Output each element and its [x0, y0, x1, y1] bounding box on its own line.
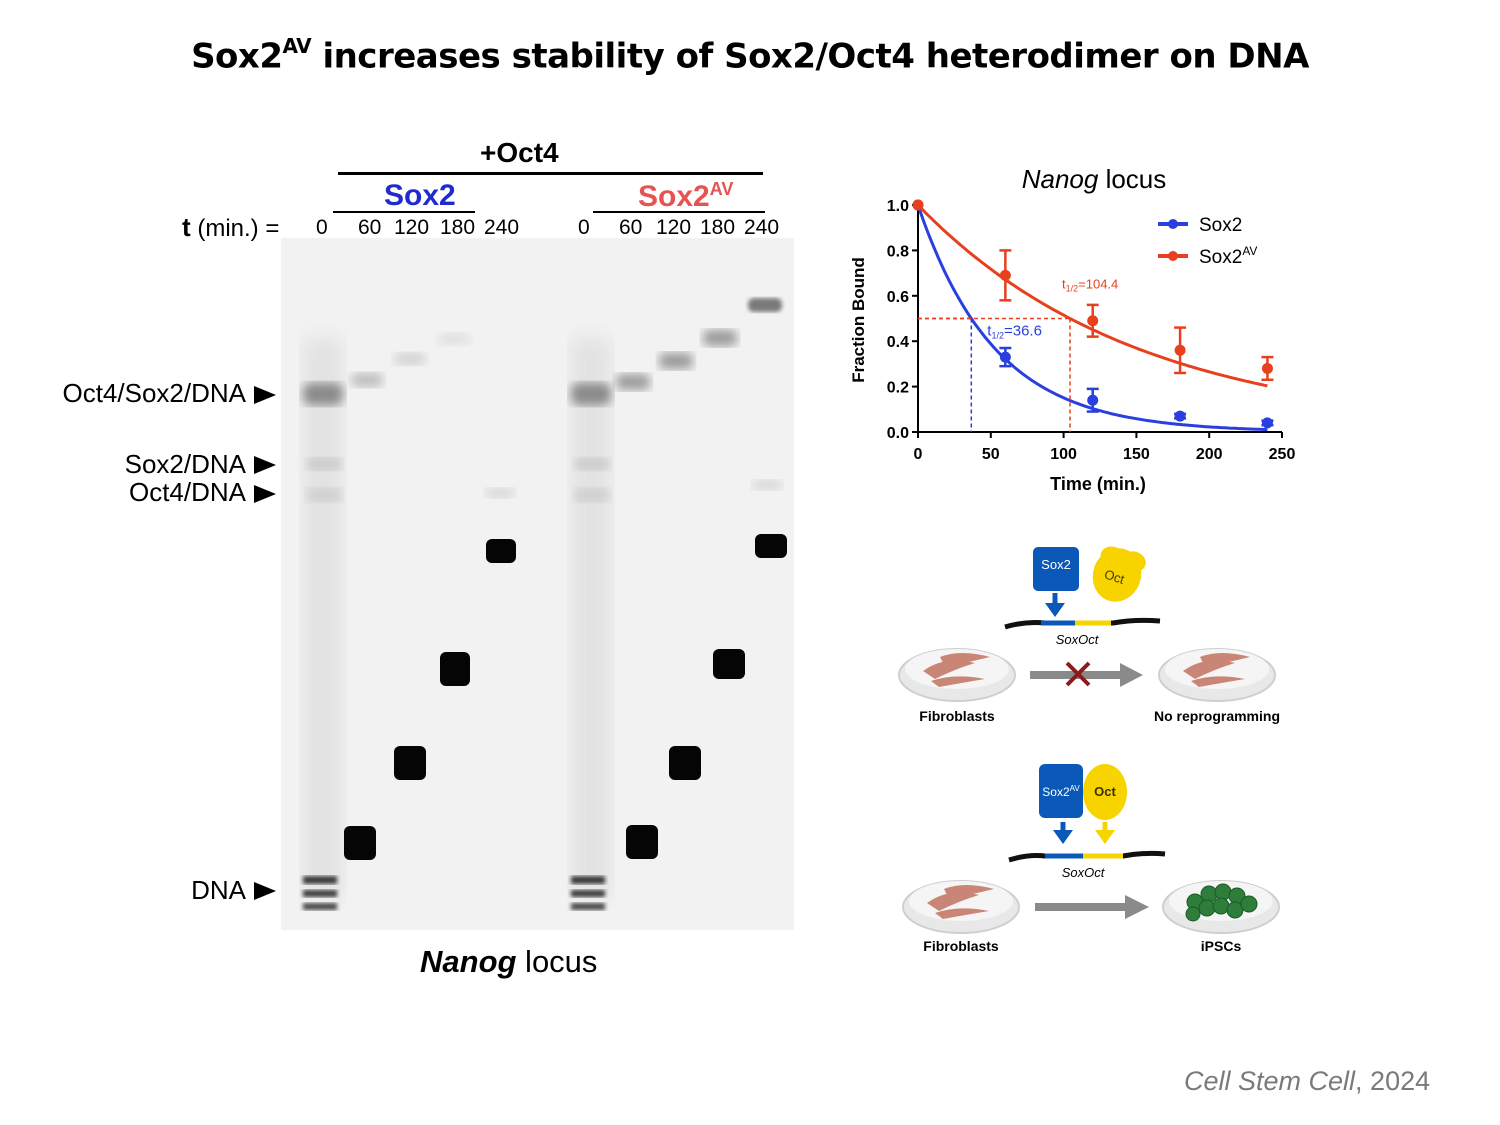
y-tick-label: 0.2	[887, 380, 909, 397]
y-tick-label: 0.8	[887, 243, 909, 260]
x-tick-label: 50	[982, 446, 1000, 463]
arrow-head-icon	[1095, 830, 1115, 844]
lane-label: 120	[656, 216, 692, 239]
arrow-right-head-icon	[1120, 663, 1143, 687]
no-reprogramming-label: No reprogramming	[1154, 708, 1280, 724]
lane-label: 60	[358, 216, 382, 239]
ipscs-label: iPSCs	[1201, 938, 1242, 954]
schematic-ipsc: Sox2AV Oct SoxOct Fibroblasts iPSCs	[902, 764, 1280, 954]
x-tick-label: 0	[914, 446, 923, 463]
arrow-head-icon	[1045, 603, 1065, 617]
band-label-complex: Oct4/Sox2/DNA	[62, 378, 246, 408]
page-title: Sox2AV increases stability of Sox2/Oct4 …	[191, 34, 1309, 77]
arrowhead-icon	[254, 882, 276, 900]
oct-protein-icon	[1083, 764, 1127, 820]
block-x-icon	[1065, 661, 1091, 687]
sox2av-protein-label: Sox2AV	[1042, 784, 1080, 799]
lane-label: 240	[744, 216, 780, 239]
lane-label: 60	[619, 216, 643, 239]
sox2av-protein-icon	[1039, 764, 1083, 818]
ipsc-colony-icon	[1185, 883, 1258, 922]
arrow-right-head-icon	[1125, 895, 1149, 919]
fibroblasts-label: Fibroblasts	[919, 708, 995, 724]
chart-title: Nanog locus	[1022, 164, 1167, 194]
y-axis-label: Fraction Bound	[849, 257, 868, 383]
lane-label: 0	[578, 216, 590, 239]
sox2-protein-icon	[1033, 547, 1079, 591]
site-label: SoxOct	[1062, 865, 1106, 880]
data-point-sox2av	[999, 269, 1011, 281]
fibroblast-cells-icon	[1183, 653, 1250, 687]
oct-protein-label: Oct	[1094, 784, 1116, 799]
legend-label-sox2av: Sox2AV	[1199, 244, 1257, 268]
emsa-gel-image	[281, 238, 794, 930]
oct4-bracket-line	[338, 172, 763, 175]
lane-label: 240	[484, 216, 520, 239]
data-point-sox2av	[1174, 344, 1186, 356]
y-tick-label: 0.0	[887, 425, 909, 442]
oct4-group-label: +Oct4	[480, 137, 559, 168]
arrow-right-icon	[1035, 903, 1127, 911]
lane-label: 0	[316, 216, 328, 239]
sox2-bracket-line	[333, 211, 475, 213]
lane-label: 120	[394, 216, 430, 239]
arrowhead-icon	[254, 485, 276, 503]
x-axis-label: Time (min.)	[1050, 474, 1146, 494]
oct-protein-icon	[1092, 546, 1146, 602]
y-tick-label: 0.4	[887, 334, 909, 351]
y-tick-label: 0.6	[887, 289, 909, 306]
data-point-sox2	[1087, 394, 1099, 406]
arrowhead-icon	[254, 456, 276, 474]
sox2av-bracket-line	[593, 211, 765, 213]
legend-label-sox2: Sox2	[1199, 215, 1242, 236]
data-point-sox2av	[912, 199, 924, 211]
legend-marker-sox2av	[1168, 251, 1178, 261]
x-tick-label: 200	[1196, 446, 1223, 463]
x-tick-label: 150	[1123, 446, 1150, 463]
legend-marker-sox2	[1168, 219, 1178, 229]
arrowhead-icon	[254, 386, 276, 404]
data-point-sox2	[999, 351, 1011, 363]
site-label: SoxOct	[1056, 632, 1100, 647]
band-label-dna: DNA	[191, 875, 246, 905]
sox2av-group-label: Sox2AV	[638, 179, 734, 213]
band-label-oct4dna: Oct4/DNA	[128, 477, 246, 507]
sox2-protein-label: Sox2	[1041, 557, 1071, 572]
gel-caption: Nanog locus	[420, 944, 598, 979]
lane-label: 180	[440, 216, 476, 239]
arrow-head-icon	[1053, 830, 1073, 844]
fibroblasts-label: Fibroblasts	[923, 938, 999, 954]
x-tick-label: 100	[1050, 446, 1077, 463]
band-label-sox2dna: Sox2/DNA	[124, 449, 246, 479]
oct-protein-label: Oct	[1102, 566, 1126, 587]
data-point-sox2av	[1087, 315, 1099, 327]
data-point-sox2	[1261, 417, 1273, 429]
schematic-no-reprogramming: Sox2 Oct SoxOct Fibroblasts No reprogram…	[898, 546, 1280, 724]
time-axis-label: t (min.) =	[182, 212, 280, 242]
fibroblast-cells-icon	[923, 653, 990, 687]
data-point-sox2	[1174, 410, 1186, 422]
legend: Sox2 Sox2AV	[1158, 215, 1257, 268]
sox2-group-label: Sox2	[384, 179, 456, 212]
fibroblast-cells-icon	[927, 885, 994, 919]
citation: Cell Stem Cell, 2024	[1184, 1066, 1431, 1096]
lane-label: 180	[700, 216, 736, 239]
data-point-sox2av	[1261, 362, 1273, 374]
halflife-annotation: t1/2=104.4	[1062, 277, 1118, 294]
dissociation-chart: Nanog locus Fraction Bound Time (min.) 0…	[849, 164, 1296, 494]
halflife-annotation: t1/2=36.6	[987, 323, 1042, 341]
y-tick-label: 1.0	[887, 198, 909, 215]
x-tick-label: 250	[1269, 446, 1296, 463]
